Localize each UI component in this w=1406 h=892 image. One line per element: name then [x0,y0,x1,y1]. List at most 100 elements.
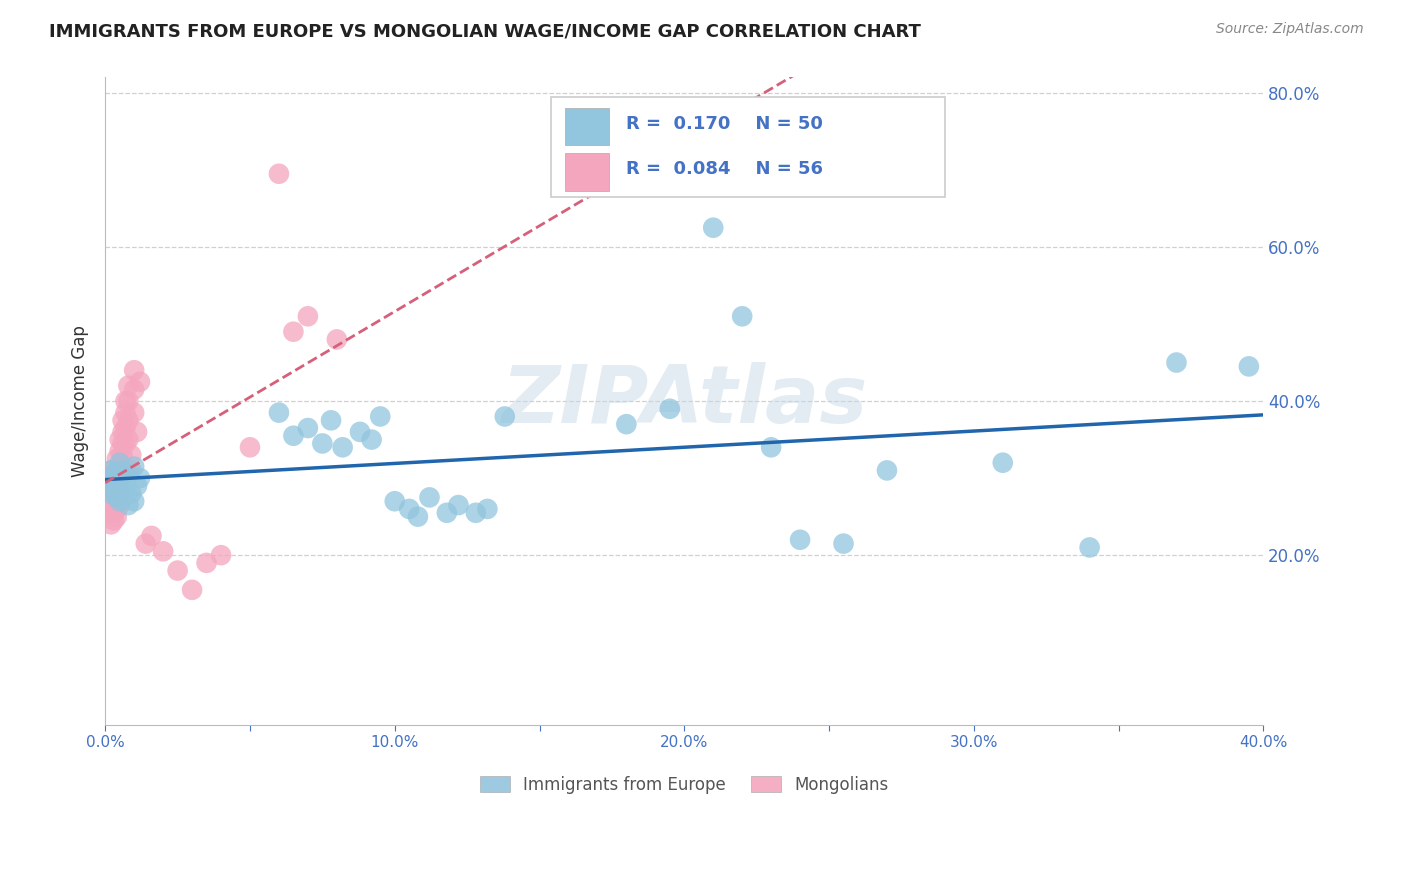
Point [384,494,406,508]
Text: Source: ZipAtlas.com: Source: ZipAtlas.com [1216,22,1364,37]
Point [111,479,134,493]
Point [731,310,754,324]
Point [122,363,145,377]
Point [105,509,128,524]
Point [129,375,152,389]
Point [100,486,122,500]
Point [114,394,136,409]
Point [97,502,120,516]
Point [108,456,131,470]
Point [105,471,128,485]
Point [120,463,142,477]
Point [991,456,1014,470]
Point [97,475,120,489]
Point [105,502,128,516]
Point [117,498,139,512]
Point [360,433,382,447]
Point [832,536,855,550]
Point [477,502,499,516]
Point [658,401,681,416]
Point [103,467,125,482]
Point [239,440,262,454]
Point [122,406,145,420]
Point [702,220,724,235]
Point [103,514,125,528]
Point [97,475,120,489]
Point [100,483,122,497]
Point [122,459,145,474]
Point [117,413,139,427]
Point [114,421,136,435]
Legend: Immigrants from Europe, Mongolians: Immigrants from Europe, Mongolians [474,769,896,800]
Point [319,413,342,427]
Point [111,425,134,439]
Point [100,506,122,520]
Bar [565,153,609,191]
Point [111,463,134,477]
Point [105,463,128,477]
Point [103,494,125,508]
Point [108,459,131,474]
Point [103,506,125,520]
Point [100,463,122,477]
Point [105,491,128,505]
Point [283,325,305,339]
Point [108,486,131,500]
Point [436,506,458,520]
Point [100,517,122,532]
Point [103,467,125,482]
Point [117,467,139,482]
Point [1078,541,1101,555]
FancyBboxPatch shape [551,97,945,197]
Point [114,483,136,497]
Point [117,378,139,392]
Point [464,506,486,520]
Text: R =  0.084    N = 56: R = 0.084 N = 56 [626,161,824,178]
Point [114,436,136,450]
Point [117,394,139,409]
Point [111,436,134,450]
Point [297,421,319,435]
Point [114,406,136,420]
Point [267,167,290,181]
Point [406,509,429,524]
Text: R =  0.170    N = 50: R = 0.170 N = 50 [626,115,824,133]
Point [494,409,516,424]
Text: ZIPAtlas: ZIPAtlas [501,362,868,440]
Point [129,471,152,485]
Point [120,448,142,462]
Point [152,544,174,558]
Point [311,436,333,450]
Point [283,428,305,442]
Point [108,433,131,447]
Point [103,483,125,497]
Point [108,498,131,512]
Point [105,475,128,489]
Y-axis label: Wage/Income Gap: Wage/Income Gap [72,325,89,477]
Point [297,310,319,324]
Point [876,463,898,477]
Point [181,582,204,597]
Point [141,529,163,543]
Point [349,425,371,439]
Point [122,494,145,508]
Point [105,451,128,466]
Point [1237,359,1260,374]
Point [125,425,148,439]
Point [166,564,188,578]
Point [105,491,128,505]
Point [398,502,420,516]
Point [111,413,134,427]
Point [111,448,134,462]
Point [447,498,470,512]
Point [108,494,131,508]
Bar [565,108,609,145]
Point [789,533,811,547]
Point [332,440,354,454]
Text: IMMIGRANTS FROM EUROPE VS MONGOLIAN WAGE/INCOME GAP CORRELATION CHART: IMMIGRANTS FROM EUROPE VS MONGOLIAN WAGE… [49,22,921,40]
Point [100,463,122,477]
Point [114,475,136,489]
Point [103,479,125,493]
Point [209,548,232,562]
Point [418,491,440,505]
